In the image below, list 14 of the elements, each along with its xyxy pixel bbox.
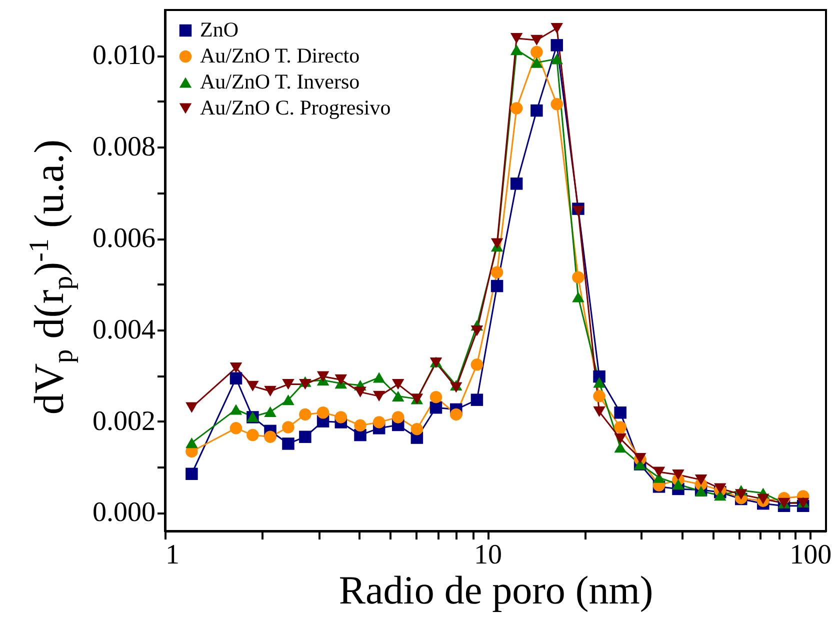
- y-tick-label: 0.010: [92, 40, 156, 72]
- x-tick-label: 10: [474, 540, 502, 570]
- y-tick-label: 0.008: [92, 132, 156, 163]
- x-axis-title: Radio de poro (nm): [338, 568, 654, 612]
- y-tick-label: 0.000: [92, 497, 156, 528]
- x-tick-label: 100: [790, 540, 832, 570]
- x-tick-label: 1: [166, 540, 180, 570]
- legend-label: ZnO: [200, 18, 238, 42]
- legend-label: Au/ZnO C. Progresivo: [200, 96, 391, 120]
- y-tick-label: 0.004: [92, 314, 156, 346]
- legend-label: Au/ZnO T. Inverso: [200, 70, 360, 94]
- y-tick-label: 0.002: [92, 406, 156, 437]
- legend-label: Au/ZnO T. Directo: [200, 44, 360, 68]
- y-tick-label: 0.006: [92, 223, 156, 254]
